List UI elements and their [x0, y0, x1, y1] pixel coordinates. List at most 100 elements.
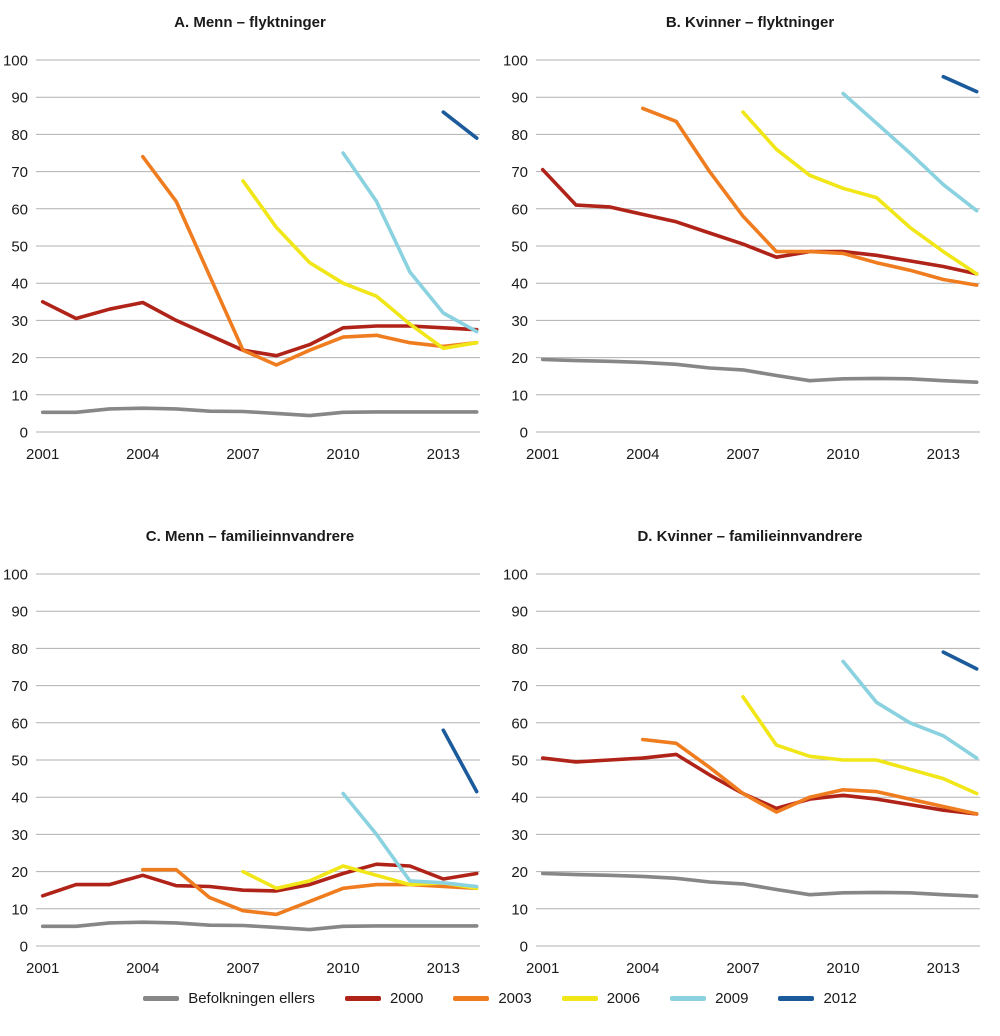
y-tick-label: 70: [11, 678, 28, 695]
y-tick-label: 50: [511, 753, 528, 770]
y-tick-label: 60: [11, 201, 28, 218]
y-tick-label: 70: [511, 164, 528, 181]
series-line-2012: [941, 650, 979, 671]
chart-panel-b: B. Kvinner – flyktninger 0 10 20 30 40 50 60 70…: [500, 0, 1000, 470]
x-tick-label: 2007: [726, 446, 759, 463]
series-line-2000: [540, 752, 979, 816]
y-tick-label: 20: [511, 350, 528, 367]
y-tick-label: 10: [511, 387, 528, 404]
y-tick-label: 60: [511, 201, 528, 218]
y-tick-label: 70: [511, 678, 528, 695]
series-line-2012: [441, 110, 479, 140]
series-line-2009: [841, 659, 979, 760]
x-tick-label: 2010: [326, 960, 359, 977]
y-tick-label: 30: [11, 827, 28, 844]
legend-label: 2003: [498, 990, 532, 1007]
series-line-2006: [741, 110, 979, 276]
y-tick-label: 50: [511, 239, 528, 256]
legend-label: 2006: [606, 990, 641, 1007]
series-line-2006: [741, 695, 979, 796]
y-tick-label: 30: [511, 827, 528, 844]
y-tick-label: 100: [503, 53, 528, 70]
y-tick-label: 30: [11, 313, 28, 330]
legend-label: 2012: [823, 990, 857, 1007]
legend-label: 2009: [715, 990, 749, 1007]
legend-item: 2003: [453, 990, 532, 1007]
series-line-2000: [40, 862, 479, 898]
series-line-2003: [141, 154, 479, 367]
y-tick-label: 40: [11, 790, 28, 807]
x-tick-label: 2004: [626, 960, 659, 977]
y-tick-label: 0: [20, 425, 28, 442]
legend-swatch: [670, 996, 707, 1001]
chart-plot-b: 0 10 20 30 40 50 60 70 80 90 100 2001 2004 2007 2010 20…: [503, 53, 980, 463]
x-tick-label: 2010: [826, 446, 859, 463]
x-tick-label: 2007: [726, 960, 759, 977]
y-tick-label: 90: [511, 90, 528, 107]
legend-item: 2009: [670, 990, 748, 1007]
y-tick-label: 50: [11, 753, 28, 770]
y-tick-label: 90: [511, 604, 528, 621]
series-line-2003: [641, 106, 979, 287]
series-line-2012: [941, 74, 979, 94]
y-tick-label: 0: [20, 939, 28, 956]
x-tick-label: 2007: [226, 960, 259, 977]
x-tick-label: 2004: [126, 960, 159, 977]
x-tick-label: 2001: [526, 960, 559, 977]
y-tick-label: 40: [11, 276, 28, 293]
x-tick-label: 2013: [427, 446, 460, 463]
series-line-2000: [540, 167, 979, 276]
y-tick-label: 50: [11, 239, 28, 256]
y-tick-label: 90: [11, 604, 28, 621]
y-tick-label: 0: [520, 939, 528, 956]
chart-title-a: A. Menn – flyktninger: [174, 14, 326, 31]
y-tick-label: 0: [520, 425, 528, 442]
series-line-2012: [441, 728, 479, 794]
series-line-befolkningen-ellers: [540, 357, 979, 385]
legend-label: 2000: [389, 990, 424, 1007]
chart-panel-c: C. Menn – familieinnvandrere 0 10 20 30 40 50…: [0, 514, 500, 984]
chart-plot-c: 0 10 20 30 40 50 60 70 80 90 100 2001 2004 2007 2010 20…: [3, 567, 480, 977]
legend-item: 2012: [778, 990, 857, 1007]
chart-panel-a: A. Menn – flyktninger 0 10 20 30 40 50 60 70 80 9…: [0, 0, 500, 470]
x-tick-label: 2007: [226, 446, 259, 463]
y-tick-label: 20: [11, 350, 28, 367]
legend-swatch: [344, 996, 381, 1001]
series-line-befolkningen-ellers: [540, 871, 979, 899]
legend-swatch: [778, 996, 815, 1001]
y-tick-label: 80: [511, 641, 528, 658]
y-tick-label: 100: [3, 567, 28, 584]
series-line-2000: [40, 299, 479, 358]
x-tick-label: 2004: [126, 446, 159, 463]
y-tick-label: 30: [511, 313, 528, 330]
y-tick-label: 10: [11, 387, 28, 404]
legend-swatch: [143, 996, 180, 1001]
legend-label: Befolkningen ellers: [188, 990, 315, 1007]
y-tick-label: 70: [11, 164, 28, 181]
chart-plot-d: 0 10 20 30 40 50 60 70 80 90 100 2001 2004 2007 2010 20…: [503, 567, 980, 977]
y-tick-label: 100: [503, 567, 528, 584]
series-line-2006: [241, 179, 479, 351]
series-line-befolkningen-ellers: [40, 920, 479, 932]
y-tick-label: 40: [511, 790, 528, 807]
y-tick-label: 80: [11, 641, 28, 658]
x-tick-label: 2001: [26, 960, 59, 977]
chart-title-b: B. Kvinner – flyktninger: [665, 14, 835, 31]
legend-item: 2006: [561, 990, 641, 1007]
series-line-2009: [341, 791, 479, 889]
y-tick-label: 60: [11, 715, 28, 732]
chart-title-c: C. Menn – familieinnvandrere: [145, 528, 355, 545]
y-tick-label: 20: [511, 864, 528, 881]
series-line-2003: [141, 867, 479, 917]
x-tick-label: 2010: [826, 960, 859, 977]
x-tick-label: 2001: [26, 446, 59, 463]
series-line-2003: [641, 737, 979, 816]
chart-legend: Befolkningen ellers 2000 2003 2006 2009 2012: [0, 990, 1000, 1007]
y-tick-label: 40: [511, 276, 528, 293]
y-tick-label: 20: [11, 864, 28, 881]
y-tick-label: 90: [11, 90, 28, 107]
x-tick-label: 2001: [526, 446, 559, 463]
series-line-2009: [341, 151, 479, 334]
x-tick-label: 2013: [427, 960, 460, 977]
y-tick-label: 80: [11, 127, 28, 144]
